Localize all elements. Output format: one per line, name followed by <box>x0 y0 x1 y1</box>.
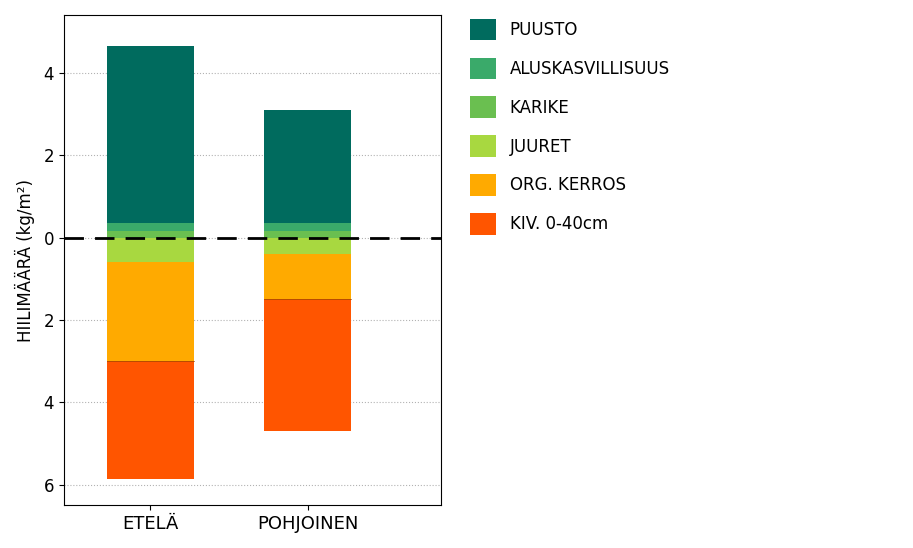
Bar <box>264 223 351 231</box>
Bar <box>264 237 351 254</box>
Bar <box>107 231 194 237</box>
Bar <box>264 231 351 237</box>
Bar <box>107 46 194 223</box>
Bar <box>264 110 351 223</box>
Y-axis label: HIILIMÄÄRÄ (kg/m²): HIILIMÄÄRÄ (kg/m²) <box>15 179 35 342</box>
Bar <box>264 254 351 299</box>
Bar <box>107 237 194 262</box>
Bar <box>107 262 194 361</box>
Bar <box>107 361 194 478</box>
Bar <box>264 299 351 431</box>
Legend: PUUSTO, ALUSKASVILLISUUS, KARIKE, JUURET, ORG. KERROS, KIV. 0-40cm: PUUSTO, ALUSKASVILLISUUS, KARIKE, JUURET… <box>465 14 675 239</box>
Bar <box>107 223 194 231</box>
